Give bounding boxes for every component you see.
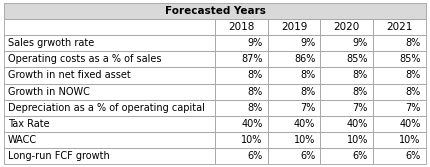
- Text: 2019: 2019: [281, 22, 307, 32]
- Bar: [4, 67, 215, 84]
- Bar: [267, 67, 320, 84]
- Text: Forecasted Years: Forecasted Years: [165, 6, 265, 16]
- Bar: [267, 116, 320, 132]
- Bar: [373, 67, 426, 84]
- Text: 8%: 8%: [247, 103, 263, 113]
- Text: 9%: 9%: [247, 38, 263, 48]
- Bar: [215, 100, 267, 116]
- Text: 6%: 6%: [353, 151, 368, 161]
- Text: 85%: 85%: [399, 54, 421, 64]
- Text: 6%: 6%: [300, 151, 315, 161]
- Bar: [215, 116, 267, 132]
- Bar: [373, 148, 426, 164]
- Bar: [4, 148, 215, 164]
- Bar: [215, 84, 267, 100]
- Bar: [373, 51, 426, 67]
- Bar: [4, 19, 215, 35]
- Text: 10%: 10%: [241, 135, 263, 145]
- Bar: [215, 67, 267, 84]
- Text: 10%: 10%: [347, 135, 368, 145]
- Text: 2020: 2020: [334, 22, 360, 32]
- Text: 87%: 87%: [241, 54, 263, 64]
- Text: Sales grwoth rate: Sales grwoth rate: [8, 38, 94, 48]
- Text: 7%: 7%: [300, 103, 315, 113]
- Bar: [320, 67, 373, 84]
- Bar: [4, 35, 215, 51]
- Text: Long-run FCF growth: Long-run FCF growth: [8, 151, 109, 161]
- Bar: [267, 132, 320, 148]
- Bar: [267, 19, 320, 35]
- Bar: [215, 35, 267, 51]
- Bar: [373, 132, 426, 148]
- Text: Depreciation as a % of operating capital: Depreciation as a % of operating capital: [8, 103, 205, 113]
- Bar: [267, 51, 320, 67]
- Text: 10%: 10%: [399, 135, 421, 145]
- Text: 6%: 6%: [247, 151, 263, 161]
- Bar: [4, 51, 215, 67]
- Text: WACC: WACC: [8, 135, 37, 145]
- Text: 7%: 7%: [353, 103, 368, 113]
- Bar: [320, 51, 373, 67]
- Text: 40%: 40%: [294, 119, 315, 129]
- Text: 40%: 40%: [241, 119, 263, 129]
- Text: Growth in NOWC: Growth in NOWC: [8, 87, 89, 97]
- Bar: [373, 100, 426, 116]
- Text: Tax Rate: Tax Rate: [8, 119, 49, 129]
- Bar: [267, 148, 320, 164]
- Bar: [267, 100, 320, 116]
- Bar: [215, 132, 267, 148]
- Text: 8%: 8%: [405, 38, 421, 48]
- Text: 2021: 2021: [386, 22, 412, 32]
- Text: 8%: 8%: [300, 87, 315, 97]
- Text: 40%: 40%: [347, 119, 368, 129]
- Text: 8%: 8%: [300, 70, 315, 80]
- Bar: [320, 84, 373, 100]
- Bar: [373, 35, 426, 51]
- Text: 9%: 9%: [353, 38, 368, 48]
- Bar: [215, 51, 267, 67]
- Text: 9%: 9%: [300, 38, 315, 48]
- Text: 86%: 86%: [294, 54, 315, 64]
- Bar: [4, 116, 215, 132]
- Bar: [267, 35, 320, 51]
- Bar: [320, 116, 373, 132]
- Bar: [320, 132, 373, 148]
- Text: 8%: 8%: [353, 70, 368, 80]
- Text: 2018: 2018: [228, 22, 255, 32]
- Bar: [4, 84, 215, 100]
- Text: 8%: 8%: [405, 70, 421, 80]
- Bar: [373, 19, 426, 35]
- Text: 40%: 40%: [399, 119, 421, 129]
- Text: 8%: 8%: [247, 87, 263, 97]
- Bar: [320, 35, 373, 51]
- Text: 8%: 8%: [405, 87, 421, 97]
- Bar: [320, 100, 373, 116]
- Text: 85%: 85%: [347, 54, 368, 64]
- Bar: [4, 100, 215, 116]
- Bar: [320, 19, 373, 35]
- Bar: [267, 84, 320, 100]
- Bar: [4, 132, 215, 148]
- Bar: [215, 19, 267, 35]
- Text: Operating costs as a % of sales: Operating costs as a % of sales: [8, 54, 161, 64]
- Bar: [215, 148, 267, 164]
- Bar: [4, 3, 426, 19]
- Text: 6%: 6%: [405, 151, 421, 161]
- Text: 8%: 8%: [247, 70, 263, 80]
- Text: 8%: 8%: [353, 87, 368, 97]
- Bar: [373, 84, 426, 100]
- Bar: [320, 148, 373, 164]
- Text: Growth in net fixed asset: Growth in net fixed asset: [8, 70, 130, 80]
- Text: 7%: 7%: [405, 103, 421, 113]
- Text: 10%: 10%: [294, 135, 315, 145]
- Bar: [373, 116, 426, 132]
